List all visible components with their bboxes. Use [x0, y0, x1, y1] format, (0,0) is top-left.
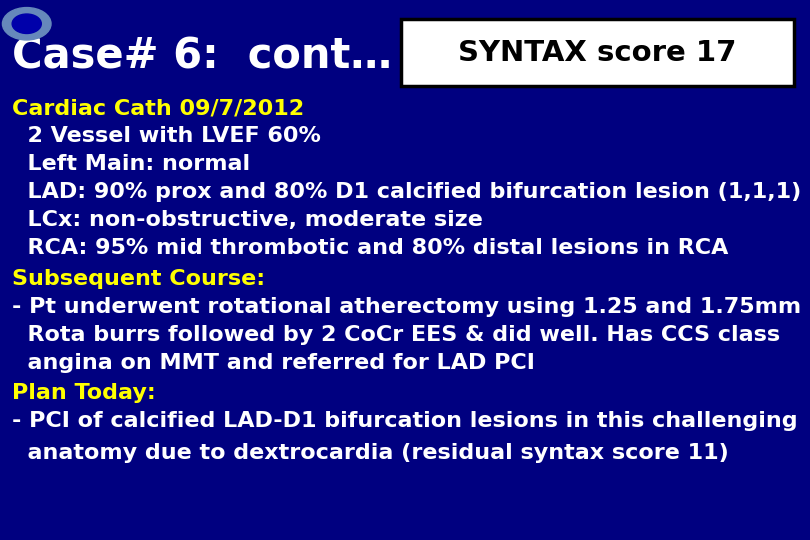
Text: Rota burrs followed by 2 CoCr EES & did well. Has CCS class: Rota burrs followed by 2 CoCr EES & did … — [12, 325, 780, 345]
Text: 2 Vessel with LVEF 60%: 2 Vessel with LVEF 60% — [12, 126, 321, 146]
Text: SYNTAX score 17: SYNTAX score 17 — [458, 39, 736, 66]
Text: Plan Today:: Plan Today: — [12, 383, 156, 403]
Text: Case# 6:  cont…: Case# 6: cont… — [12, 36, 392, 78]
Text: Left Main: normal: Left Main: normal — [12, 154, 250, 174]
Text: LCx: non-obstructive, moderate size: LCx: non-obstructive, moderate size — [12, 210, 483, 231]
Circle shape — [2, 8, 51, 40]
Text: RCA: 95% mid thrombotic and 80% distal lesions in RCA: RCA: 95% mid thrombotic and 80% distal l… — [12, 238, 728, 259]
Text: anatomy due to dextrocardia (residual syntax score 11): anatomy due to dextrocardia (residual sy… — [12, 442, 729, 463]
Text: angina on MMT and referred for LAD PCI: angina on MMT and referred for LAD PCI — [12, 353, 535, 373]
Text: - Pt underwent rotational atherectomy using 1.25 and 1.75mm: - Pt underwent rotational atherectomy us… — [12, 296, 801, 317]
Text: Subsequent Course:: Subsequent Course: — [12, 268, 265, 289]
Text: LAD: 90% prox and 80% D1 calcified bifurcation lesion (1,1,1): LAD: 90% prox and 80% D1 calcified bifur… — [12, 182, 801, 202]
Text: Cardiac Cath 09/7/2012: Cardiac Cath 09/7/2012 — [12, 98, 305, 118]
Text: - PCI of calcified LAD-D1 bifurcation lesions in this challenging: - PCI of calcified LAD-D1 bifurcation le… — [12, 411, 798, 431]
FancyBboxPatch shape — [401, 19, 794, 86]
Circle shape — [12, 14, 41, 33]
